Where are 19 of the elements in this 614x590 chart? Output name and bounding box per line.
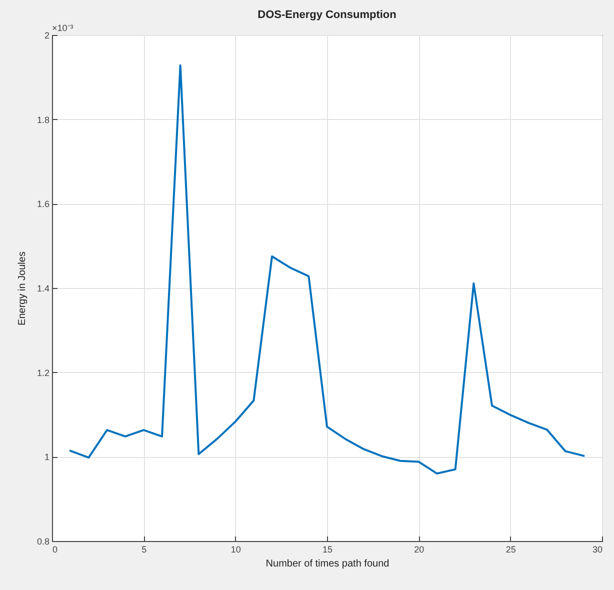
y-tick-label: 0.8	[36, 536, 50, 546]
x-tick-label: 20	[414, 544, 424, 554]
x-axis-title: Number of times path found	[266, 558, 390, 570]
y-tick-label: 1.4	[36, 284, 50, 294]
y-tick-label: 2	[44, 30, 50, 40]
x-tick-label: 10	[230, 544, 241, 554]
x-tick-label: 5	[142, 544, 147, 554]
x-tick-label: 25	[506, 544, 516, 554]
y-tick-label: 1.8	[36, 114, 50, 125]
y-tick-label: 1	[44, 452, 50, 462]
x-tick-label: 0	[52, 544, 58, 554]
y-tick-label: 1.6	[36, 199, 50, 210]
x-tick-label: 15	[322, 544, 333, 554]
chart-title: DOS-Energy Consumption	[258, 9, 397, 21]
y-axis-title: Energy in Joules	[16, 252, 28, 326]
text: ×10⁻³	[52, 23, 74, 33]
line-series	[69, 64, 585, 475]
x-tick-label: 30	[592, 544, 602, 554]
y-tick-label: 1.2	[36, 368, 50, 378]
